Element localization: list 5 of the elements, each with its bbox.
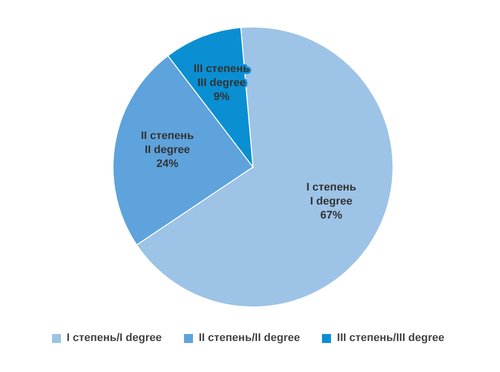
data-label: II степень II degree 24% (140, 130, 194, 170)
legend-label: I степень/I degree (66, 332, 162, 344)
legend-label: II степень/II degree (198, 332, 300, 344)
legend-label: III степень/III degree (337, 332, 444, 344)
data-label: I степень I degree 67% (306, 182, 356, 222)
